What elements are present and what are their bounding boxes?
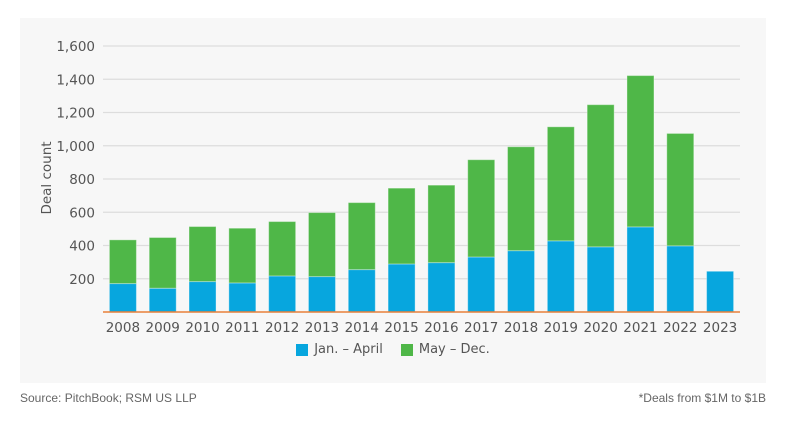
y-axis-label: Deal count: [39, 141, 55, 214]
x-tick-label: 2014: [345, 320, 379, 336]
x-tick-label: 2010: [185, 320, 219, 336]
bar-jan-april-2014: [347, 269, 376, 313]
bar-may-dec-2019: [546, 126, 575, 242]
deal-range-note: *Deals from $1M to $1B: [638, 391, 766, 405]
x-tick-label: 2011: [225, 320, 259, 336]
bar-may-dec-2017: [467, 159, 496, 258]
x-tick-labels: 2008 2009 2010 2011 2012 2013 2014 2015 2016 2017…: [106, 320, 738, 336]
x-tick-label: 2016: [424, 320, 458, 336]
y-tick-label: 1,400: [56, 72, 95, 88]
bar-jan-april-2022: [666, 245, 695, 313]
x-tick-label: 2022: [663, 320, 697, 336]
bar-jan-april-2018: [507, 250, 536, 313]
bar-may-dec-2009: [148, 237, 177, 289]
bar-may-dec-2012: [268, 221, 297, 277]
bar-jan-april-2013: [307, 276, 336, 313]
y-tick-label: 1,600: [56, 39, 95, 55]
legend-item-jan-april: Jan. – April: [296, 342, 383, 357]
y-tick-label: 200: [69, 272, 95, 288]
x-tick-label: 2012: [265, 320, 299, 336]
x-tick-label: 2009: [146, 320, 180, 336]
bar-may-dec-2013: [307, 212, 336, 278]
y-tick-label: 600: [69, 205, 95, 221]
bar-may-dec-2016: [427, 184, 456, 264]
legend-swatch-jan-april: [296, 343, 309, 356]
legend: Jan. – April May – Dec.: [0, 342, 786, 357]
legend-label-jan-april: Jan. – April: [314, 342, 383, 357]
x-tick-label: 2013: [305, 320, 339, 336]
y-tick-label: 1,000: [56, 139, 95, 155]
bar-jan-april-2008: [108, 283, 137, 313]
bar-may-dec-2010: [188, 226, 217, 283]
y-tick-label: 1,200: [56, 106, 95, 122]
x-tick-label: 2023: [703, 320, 737, 336]
bar-may-dec-2022: [666, 132, 695, 247]
y-tick-label: 800: [69, 172, 95, 188]
bars: [108, 75, 735, 313]
x-tick-label: 2015: [384, 320, 418, 336]
x-tick-label: 2019: [544, 320, 578, 336]
x-tick-label: 2017: [464, 320, 498, 336]
bar-may-dec-2011: [228, 227, 257, 284]
bar-jan-april-2016: [427, 262, 456, 313]
bar-jan-april-2020: [586, 246, 615, 313]
bar-jan-april-2010: [188, 281, 217, 313]
bar-may-dec-2021: [626, 75, 655, 228]
bar-jan-april-2021: [626, 226, 655, 313]
y-tick-labels: 1,600 1,400 1,200 1,000 800 600 400 200: [56, 39, 95, 288]
bar-may-dec-2008: [108, 239, 137, 285]
bar-jan-april-2017: [467, 256, 496, 313]
bar-jan-april-2012: [268, 275, 297, 313]
bar-jan-april-2011: [228, 282, 257, 313]
y-tick-label: 400: [69, 239, 95, 255]
bar-may-dec-2020: [586, 104, 615, 248]
bar-jan-april-2023: [706, 270, 735, 313]
source-note: Source: PitchBook; RSM US LLP: [20, 391, 197, 405]
legend-label-may-dec: May – Dec.: [418, 342, 490, 357]
x-tick-label: 2008: [106, 320, 140, 336]
bar-may-dec-2014: [347, 202, 376, 271]
x-tick-label: 2020: [583, 320, 617, 336]
legend-swatch-may-dec: [400, 343, 413, 356]
x-tick-label: 2018: [504, 320, 538, 336]
x-tick-label: 2021: [623, 320, 657, 336]
bar-may-dec-2018: [507, 146, 536, 252]
bar-jan-april-2019: [546, 240, 575, 313]
legend-item-may-dec: May – Dec.: [400, 342, 490, 357]
bar-jan-april-2015: [387, 263, 416, 313]
bar-may-dec-2015: [387, 187, 416, 265]
bar-jan-april-2009: [148, 287, 177, 313]
